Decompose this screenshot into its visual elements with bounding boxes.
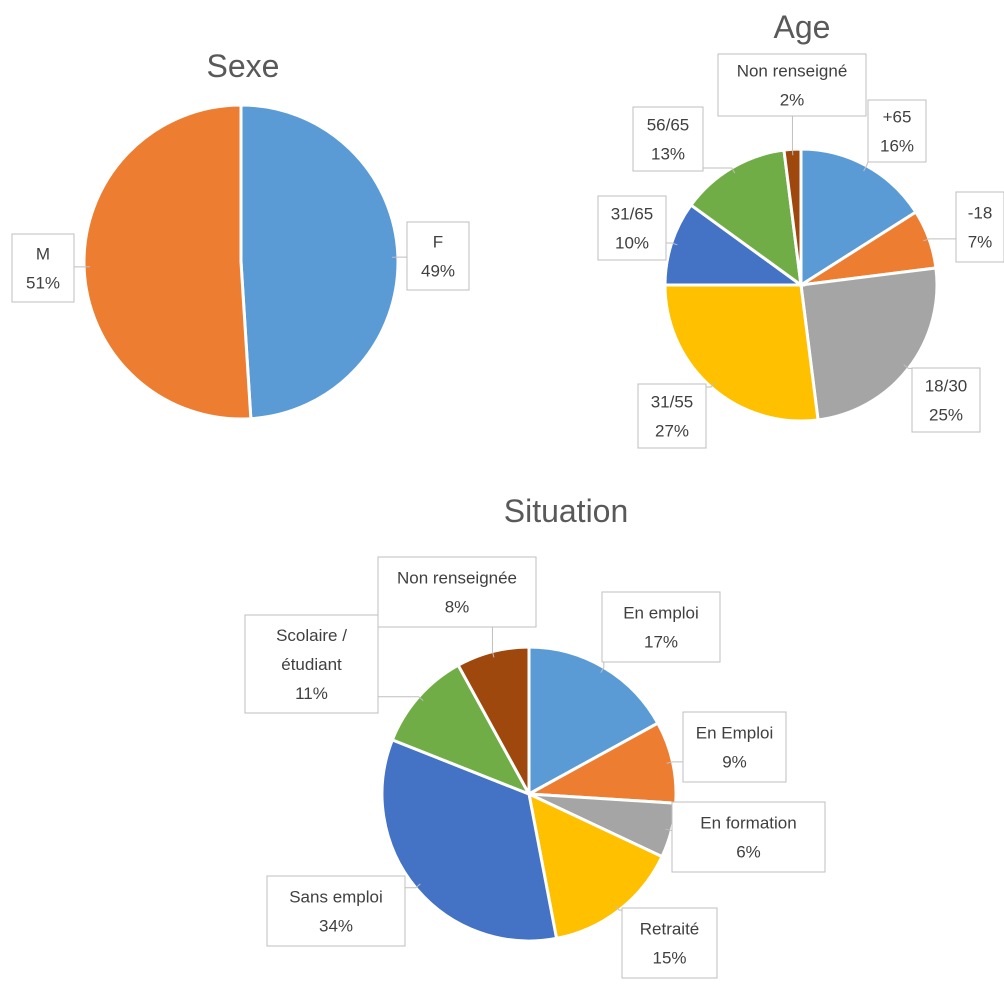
data-label-box — [602, 592, 720, 662]
data-label-percent: 13% — [651, 145, 685, 164]
data-label-category: F — [433, 233, 443, 252]
data-label-sans-emploi: Sans emploi 34% — [267, 876, 405, 946]
data-label-non-renseigne: Non renseigné 2% — [718, 54, 866, 116]
data-label-56-65: 56/65 13% — [633, 107, 703, 171]
data-label-category: En emploi — [623, 604, 699, 623]
data-label-percent: 8% — [445, 598, 470, 617]
data-label-percent: 16% — [880, 137, 914, 156]
data-label-percent: 7% — [968, 233, 993, 252]
data-label-retraite: Retraité 15% — [622, 908, 717, 978]
data-label-en-emploi: En emploi 17% — [602, 592, 720, 662]
data-label-box — [378, 557, 536, 627]
chart-sexe: Sexe F 49% M 51% — [12, 48, 469, 419]
data-label-percent: 15% — [652, 949, 686, 968]
data-label-31-65: 31/65 10% — [598, 196, 666, 260]
data-label-percent: 49% — [421, 262, 455, 281]
data-label-percent: 27% — [655, 422, 689, 441]
data-label-category: M — [36, 245, 50, 264]
data-label-category: 56/65 — [647, 116, 690, 135]
pie-slice-m — [84, 105, 251, 419]
chart-title: Situation — [504, 493, 629, 529]
data-label-category: Scolaire / — [276, 626, 347, 645]
data-label-percent: 9% — [722, 753, 747, 772]
data-label-category: En Emploi — [696, 724, 773, 743]
data-label-plus65: +65 16% — [868, 100, 926, 162]
data-label-percent: 25% — [929, 406, 963, 425]
data-label-31-55: 31/55 27% — [638, 384, 706, 448]
data-label-percent: 51% — [26, 274, 60, 293]
data-label-category: Non renseignée — [397, 569, 517, 588]
data-label-category: Non renseigné — [737, 62, 848, 81]
data-label-percent: 11% — [295, 684, 328, 703]
chart-title: Sexe — [207, 48, 280, 84]
data-label-box — [956, 192, 1004, 262]
data-label-box — [622, 908, 717, 978]
data-label-percent: 34% — [319, 917, 353, 936]
data-label-category: Sans emploi — [289, 888, 383, 907]
data-label-category: +65 — [883, 108, 912, 127]
data-label-box — [267, 876, 405, 946]
chart-title: Age — [774, 9, 831, 45]
data-label-m: M 51% — [12, 234, 74, 302]
data-label-box — [672, 802, 825, 872]
data-label-en-formation: En formation 6% — [672, 802, 825, 872]
data-label-en-emploi: En Emploi 9% — [683, 712, 786, 782]
data-label-f: F 49% — [407, 222, 469, 290]
data-label-box — [683, 712, 786, 782]
data-label-category: 31/65 — [611, 205, 654, 224]
data-label-non-renseignee: Non renseignée 8% — [378, 557, 536, 627]
data-label-category: 18/30 — [925, 377, 968, 396]
chart-age: Age +65 16% -18 7% 18/30 25% 31/55 27% 31/65 10% 5… — [598, 9, 1004, 448]
data-label-category: Retraité — [640, 920, 700, 939]
pie-slice-f — [241, 105, 398, 419]
data-label-category: 31/55 — [651, 393, 694, 412]
data-label-category: étudiant — [281, 655, 342, 674]
data-label-18-30: 18/30 25% — [912, 368, 980, 432]
data-label-category: En formation — [700, 814, 796, 833]
data-label-percent: 2% — [780, 91, 805, 110]
data-label-category: -18 — [968, 204, 993, 223]
data-label-percent: 17% — [644, 633, 678, 652]
data-label-18: -18 7% — [956, 192, 1004, 262]
data-label-percent: 10% — [615, 234, 649, 253]
chart-situation: Situation En emploi 17% En Emploi 9% En form… — [245, 493, 825, 978]
data-label-scolaire-etudiant: Scolaire / étudiant 11% — [245, 615, 378, 713]
data-label-percent: 6% — [736, 843, 761, 862]
